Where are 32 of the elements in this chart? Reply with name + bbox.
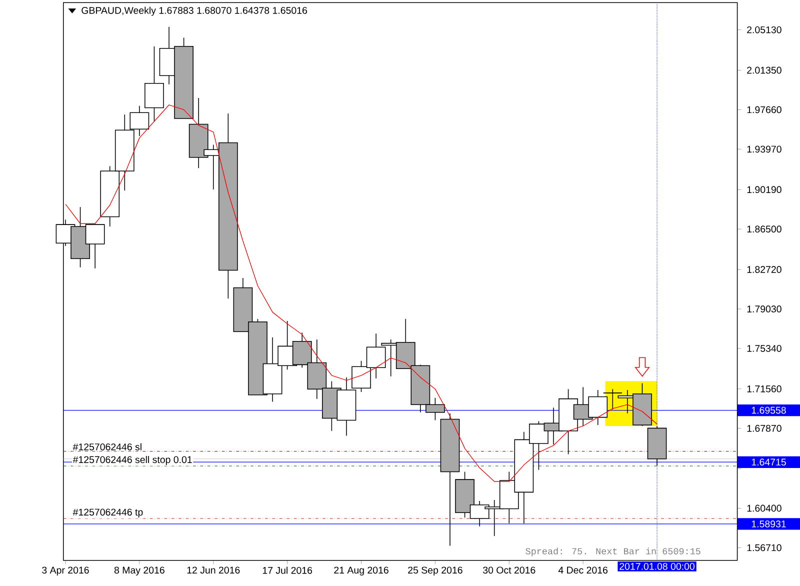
y-tick-label: 1.60400 [747, 504, 782, 512]
x-tick-label: 12 Jun 2016 [187, 566, 240, 574]
ref-line-label: #1257062446 sell stop 0.01 [72, 456, 192, 466]
y-tick-label: 1.90190 [747, 186, 782, 194]
x-tick-label: 17 Jul 2016 [262, 566, 312, 574]
y-tick-label: 1.82720 [747, 266, 782, 273]
x-tick-label: 30 Oct 2016 [483, 566, 536, 574]
ref-line-label: 1.64715 [752, 458, 786, 466]
x-tick-label: 4 Dec 2016 [558, 566, 608, 574]
ref-line-label: #1257062446 sl [72, 443, 142, 450]
x-tick-label: 3 Apr 2016 [42, 566, 89, 576]
x-tick-label: 25 Sep 2016 [408, 566, 462, 576]
y-tick-label: 1.86500 [747, 226, 782, 233]
y-tick-label: 1.71560 [747, 385, 782, 392]
y-tick-label: 1.75340 [747, 345, 782, 352]
ref-line-label: 1.69558 [752, 406, 786, 414]
y-tick-label: 2.05130 [747, 26, 782, 34]
x-tick-label: 8 May 2016 [114, 566, 164, 576]
y-tick-label: 1.56710 [747, 544, 782, 552]
chart-title: GBPAUD,Weekly 1.67883 1.68070 1.64378 1.65016 [82, 6, 308, 16]
y-tick-label: 1.93970 [747, 146, 782, 153]
y-tick-label: 1.67870 [747, 424, 782, 432]
y-tick-label: 1.79030 [747, 306, 782, 312]
candlestick [602, 388, 622, 410]
y-tick-label: 2.01350 [747, 66, 782, 74]
ref-line-label: 1.58931 [752, 520, 786, 528]
ref-line-label: 2017.01.08 00:00 [620, 562, 695, 570]
x-tick-label: 21 Aug 2016 [334, 566, 388, 576]
annotation: Spread: 75. Next Bar in 6509:15 [526, 548, 700, 556]
y-tick-label: 1.97660 [747, 106, 782, 114]
line-series [65, 104, 658, 482]
ref-line-label: #1257062446 tp [72, 508, 143, 518]
